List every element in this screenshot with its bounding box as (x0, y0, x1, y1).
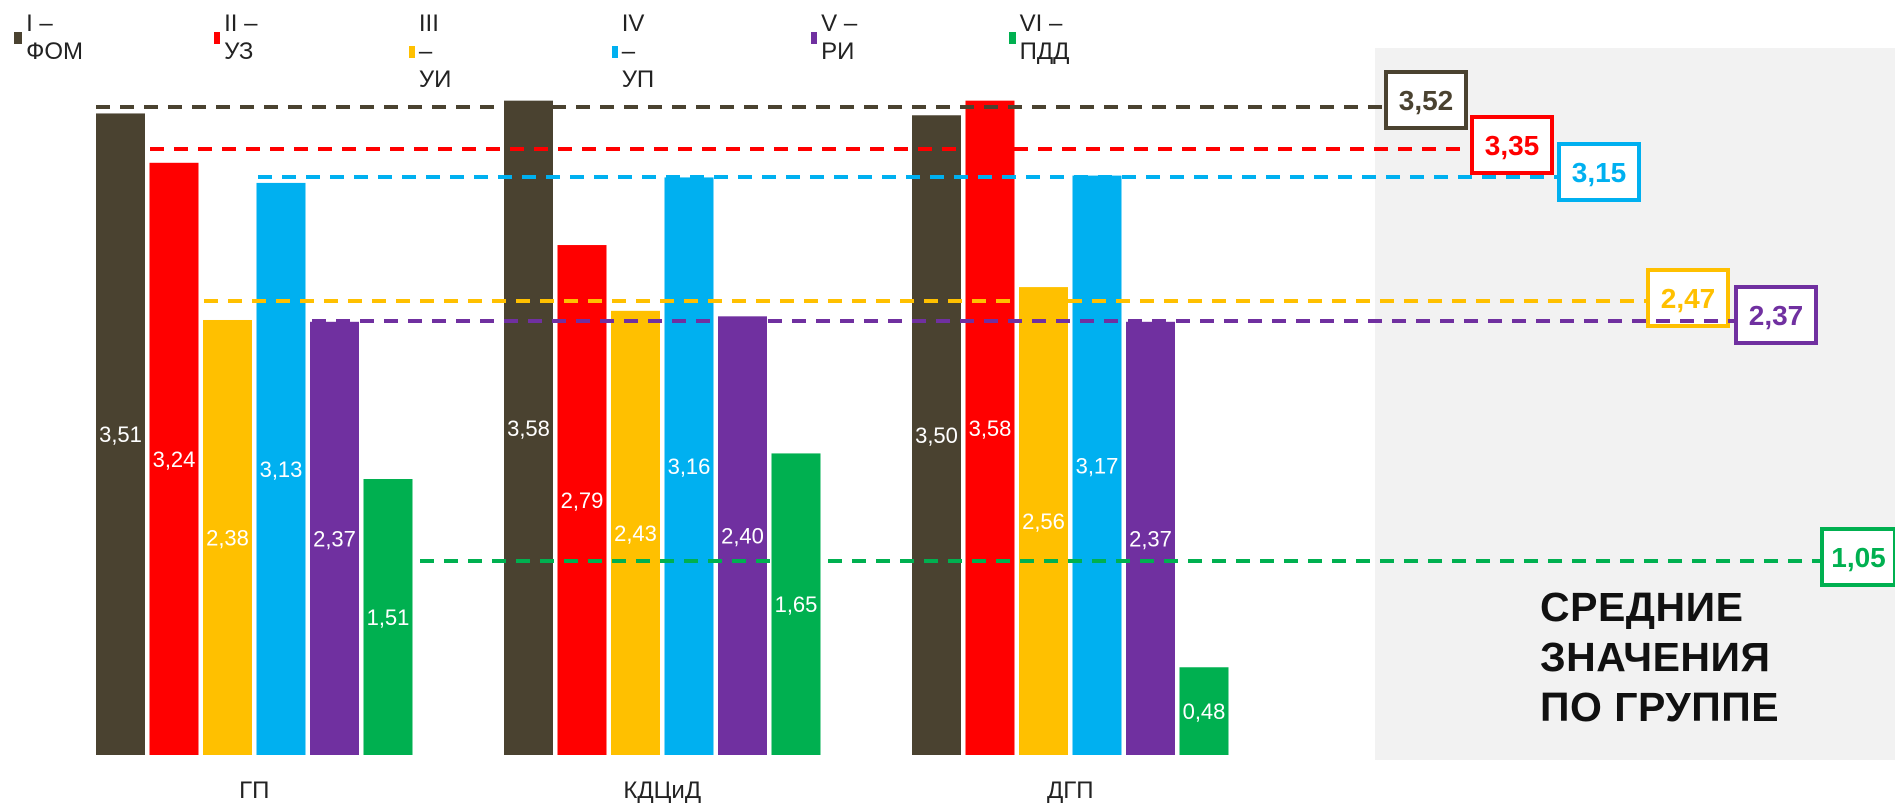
average-value-box (1557, 142, 1641, 202)
bar (771, 453, 821, 755)
bar-value-label: 2,56 (1022, 509, 1065, 534)
bar (965, 100, 1015, 755)
legend-label: V – РИ (821, 10, 858, 65)
legend-item: III – УИ (409, 10, 458, 94)
bar-value-label: 2,79 (561, 488, 604, 513)
average-value-label: 3,15 (1572, 157, 1627, 188)
bar-value-label: 3,58 (507, 416, 550, 441)
x-axis-labels: ГП КДЦиД ДГП (239, 777, 1093, 803)
summary-panel-title: СРЕДНИЕ ЗНАЧЕНИЯ ПО ГРУППЕ (1540, 584, 1780, 730)
bar (203, 319, 252, 755)
legend-swatch (811, 32, 818, 44)
bars-layer: 3,51 3,24 2,38 3,13 2,37 1,51 3,58 2,79 2,43 3,16… (96, 100, 1229, 756)
bar (504, 100, 553, 755)
bar (96, 113, 145, 755)
bar (1126, 321, 1175, 755)
legend-swatch (14, 32, 23, 44)
bar (718, 316, 767, 755)
legend-swatch (612, 46, 618, 58)
legend-label: III – УИ (418, 10, 452, 93)
average-value-box (1820, 527, 1895, 587)
bar (912, 115, 961, 756)
legend-item: IV – УП (612, 10, 661, 94)
bar-value-label: 3,50 (915, 423, 958, 448)
bar (149, 162, 199, 756)
legend-item: V – РИ (811, 10, 860, 66)
average-value-box (1646, 268, 1730, 328)
legend-label: IV – УП (621, 10, 655, 93)
legend-label: VI – ПДД (1019, 10, 1070, 65)
legend-label: II – УЗ (224, 10, 258, 65)
average-value-label: 2,37 (1749, 300, 1804, 331)
average-value-label: 3,35 (1485, 130, 1540, 161)
average-value-label: 1,05 (1831, 542, 1886, 573)
bar (1179, 667, 1229, 755)
x-axis-tick-label: ДГП (1047, 777, 1094, 803)
bar (1072, 175, 1122, 755)
bar-value-label: 3,17 (1076, 453, 1119, 478)
legend-swatch (1009, 32, 1016, 44)
bar (256, 182, 306, 756)
bar-value-label: 2,37 (313, 526, 356, 551)
bar-value-label: 2,43 (614, 521, 657, 546)
average-lines-layer: 3,52 3,35 3,15 2,47 2,37 1,05 (96, 70, 1895, 587)
legend-swatch (409, 46, 415, 58)
average-value-box (1384, 70, 1468, 130)
bar (363, 479, 413, 755)
bar-value-label: 3,13 (260, 457, 303, 482)
legend-item: II – УЗ (214, 10, 259, 66)
x-axis-tick-label: КДЦиД (623, 777, 701, 803)
average-value-box (1470, 115, 1554, 175)
legend-item: I – ФОМ (14, 10, 87, 66)
bar-value-label: 3,16 (668, 454, 711, 479)
bar (310, 321, 359, 755)
average-value-box (1734, 285, 1818, 345)
legend-label: I – ФОМ (26, 10, 83, 65)
bar-value-label: 3,58 (969, 416, 1012, 441)
bar-value-label: 2,40 (721, 524, 764, 549)
bar-value-label: 1,65 (775, 592, 818, 617)
bar-value-label: 3,51 (99, 422, 142, 447)
average-value-label: 3,52 (1399, 85, 1454, 116)
bar (664, 177, 714, 755)
bar-value-label: 2,37 (1129, 526, 1172, 551)
bar-value-label: 3,24 (153, 447, 196, 472)
bar (1019, 287, 1068, 755)
bar-value-label: 0,48 (1183, 699, 1226, 724)
bar-value-label: 1,51 (367, 605, 410, 630)
legend-swatch (214, 32, 221, 44)
x-axis-tick-label: ГП (239, 777, 269, 803)
bar (611, 310, 660, 755)
average-value-label: 2,47 (1661, 283, 1716, 314)
bar-value-label: 2,38 (206, 525, 249, 550)
bar (557, 245, 607, 756)
legend-item: VI – ПДД (1009, 10, 1075, 66)
